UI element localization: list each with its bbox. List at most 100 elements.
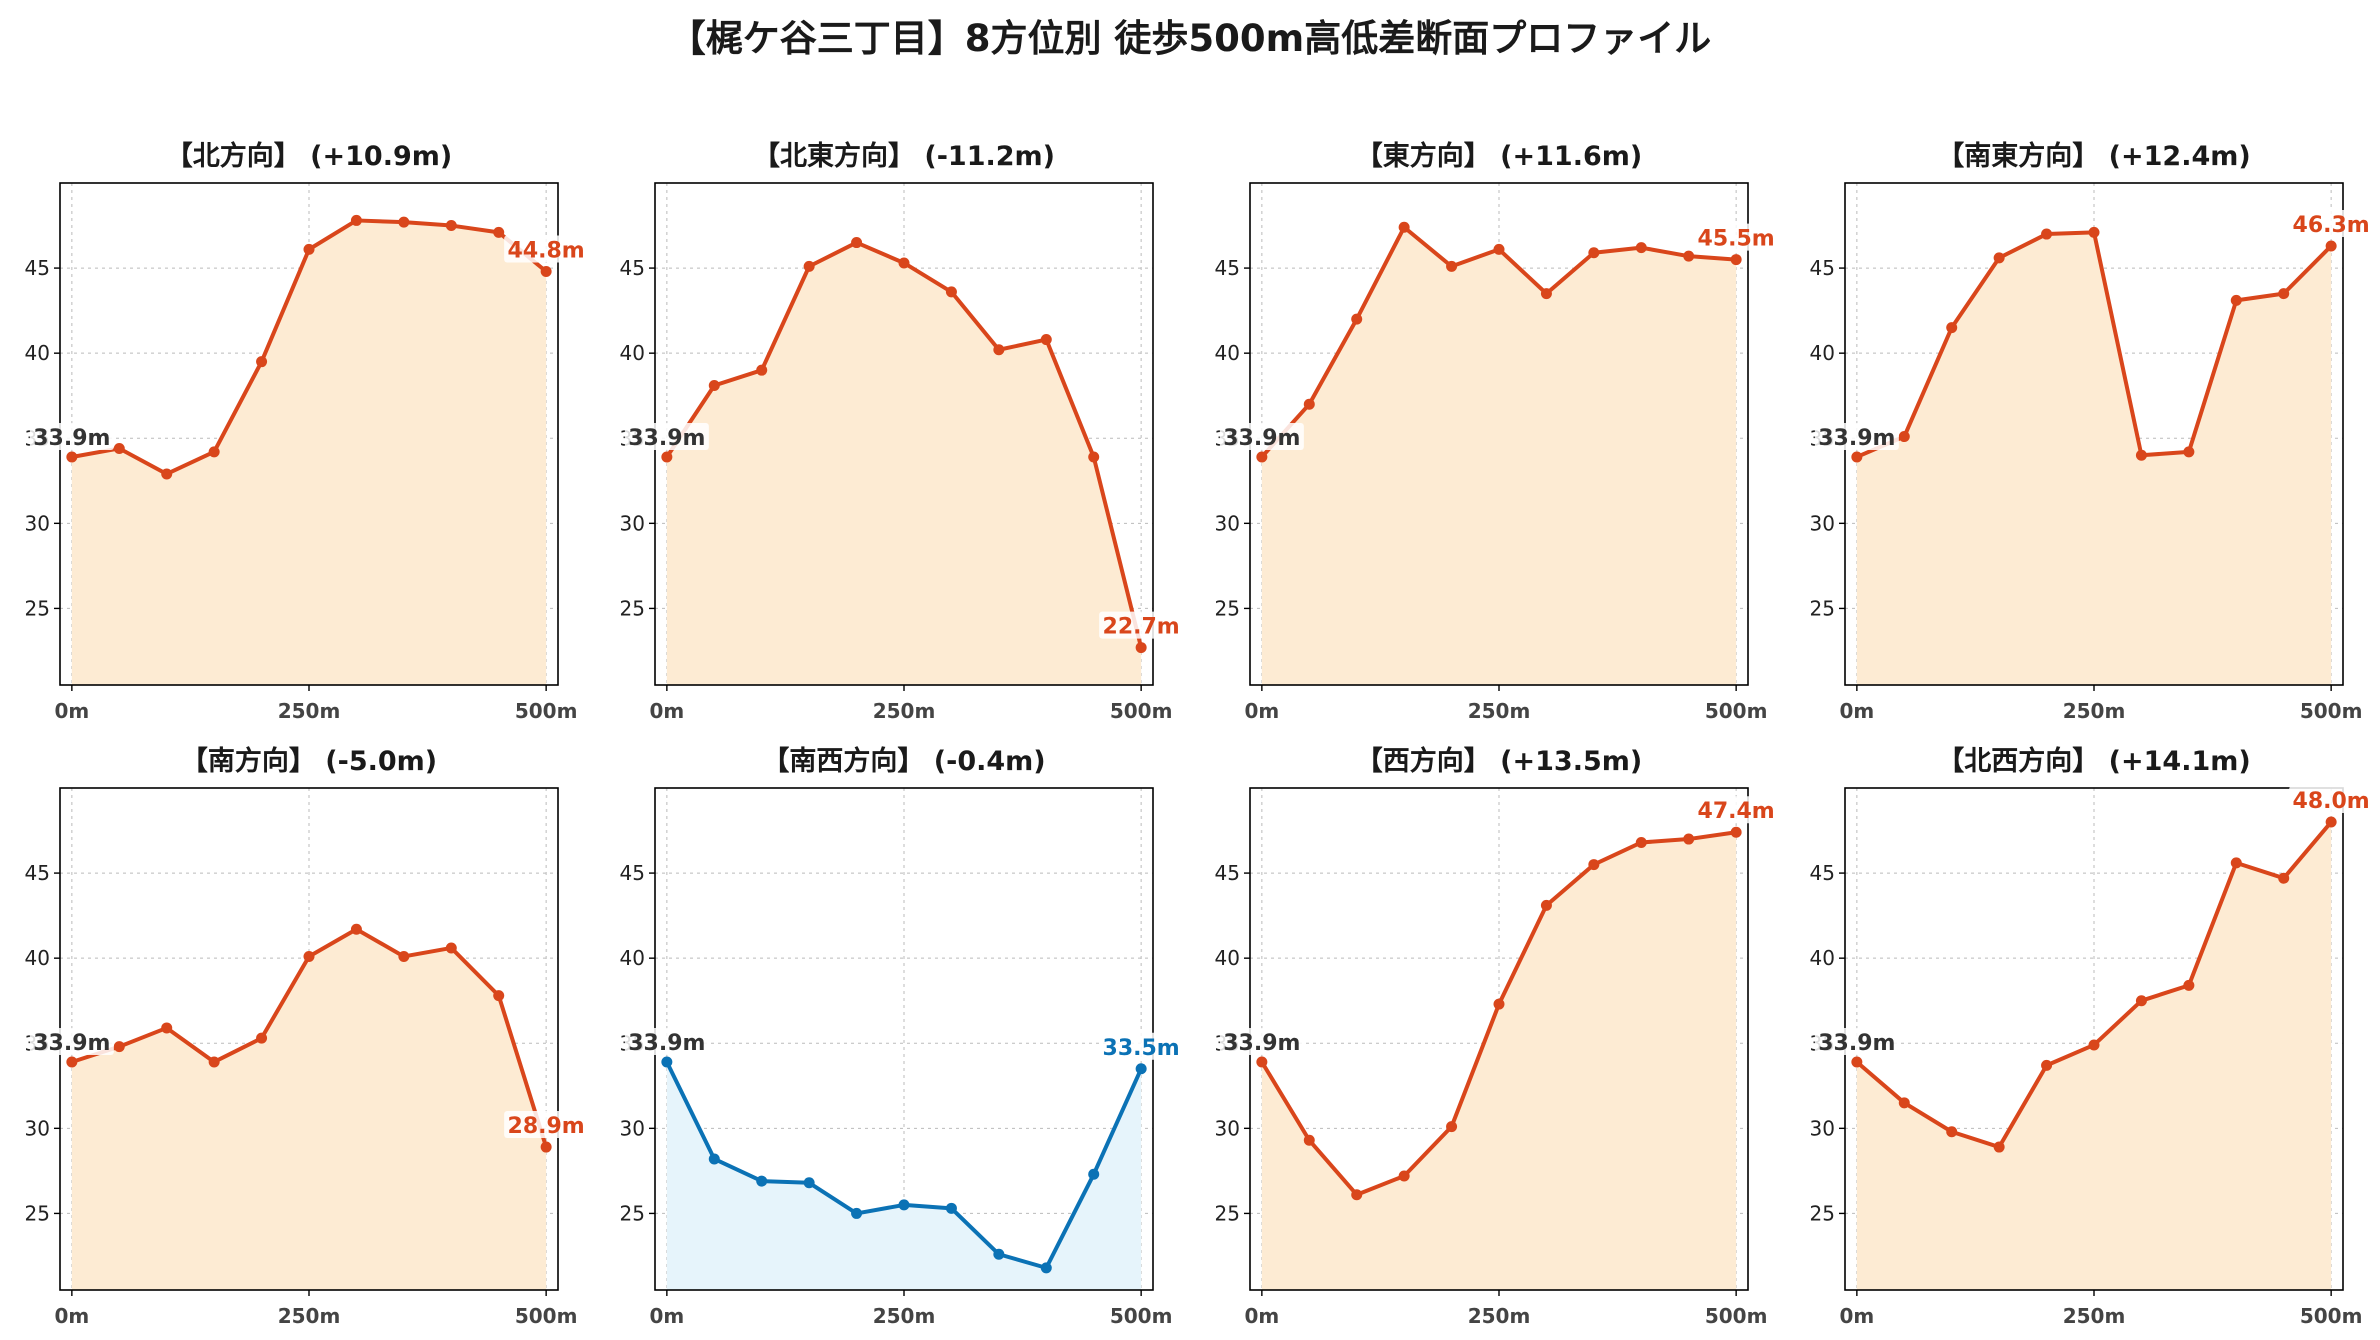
start-value-label: 33.9m	[1223, 426, 1300, 451]
start-value-label: 33.9m	[628, 426, 705, 451]
data-point	[1446, 1121, 1458, 1133]
data-point	[2325, 816, 2337, 828]
x-tick-label: 500m	[2300, 1304, 2363, 1328]
data-point	[303, 950, 315, 962]
area-fill	[666, 242, 1142, 685]
y-tick-label: 40	[620, 341, 645, 365]
y-tick-label: 45	[25, 256, 50, 280]
y-tick-label: 45	[25, 861, 50, 885]
data-point	[898, 257, 910, 269]
panel-title: 【東方向】 (+11.6m)	[1356, 140, 1642, 172]
data-point	[1493, 998, 1505, 1010]
data-point	[350, 214, 362, 226]
start-value-label: 33.9m	[628, 1031, 705, 1056]
y-tick-label: 40	[1810, 946, 1835, 970]
data-point	[208, 1056, 220, 1068]
panel-title: 【北東方向】 (-11.2m)	[753, 140, 1055, 172]
data-point	[1135, 642, 1147, 654]
panel-title: 【北方向】 (+10.9m)	[166, 140, 452, 172]
y-tick-label: 40	[25, 341, 50, 365]
x-tick-label: 0m	[1839, 1304, 1874, 1328]
chart-panel-4: 【南方向】 (-5.0m)25303540450m250m500m33.9m28…	[25, 745, 589, 1328]
x-tick-label: 0m	[54, 699, 89, 723]
chart-panel-3: 【南東方向】 (+12.4m)25303540450m250m500m33.9m…	[1810, 140, 2374, 723]
data-point	[445, 220, 457, 232]
x-tick-label: 250m	[2063, 699, 2126, 723]
y-tick-label: 40	[620, 946, 645, 970]
chart-panel-5: 【南西方向】 (-0.4m)25303540450m250m500m33.9m3…	[620, 745, 1184, 1328]
data-point	[803, 260, 815, 272]
area-fill	[1261, 832, 1737, 1290]
data-point	[1256, 1056, 1268, 1068]
y-tick-label: 45	[1810, 861, 1835, 885]
data-point	[66, 451, 78, 463]
chart-panel-7: 【北西方向】 (+14.1m)25303540450m250m500m33.9m…	[1810, 745, 2374, 1328]
chart-panel-0: 【北方向】 (+10.9m)25303540450m250m500m33.9m4…	[25, 140, 589, 723]
data-point	[1898, 431, 1910, 443]
y-tick-label: 45	[1810, 256, 1835, 280]
end-value-label: 44.8m	[508, 238, 585, 263]
y-tick-label: 30	[1810, 1116, 1835, 1140]
data-point	[1540, 288, 1552, 300]
data-point	[540, 1141, 552, 1153]
data-point	[1398, 221, 1410, 233]
y-tick-label: 30	[25, 1116, 50, 1140]
area-fill	[71, 929, 547, 1290]
start-label-bg	[1814, 422, 1899, 450]
y-tick-label: 45	[620, 861, 645, 885]
data-point	[803, 1177, 815, 1189]
data-point	[2230, 294, 2242, 306]
data-point	[661, 1056, 673, 1068]
data-point	[1088, 1168, 1100, 1180]
end-label-bg	[504, 235, 589, 263]
data-point	[1993, 252, 2005, 264]
start-value-label: 33.9m	[1223, 1031, 1300, 1056]
y-tick-label: 45	[620, 256, 645, 280]
data-point	[1993, 1141, 2005, 1153]
panel-title: 【北西方向】 (+14.1m)	[1937, 745, 2250, 777]
data-point	[66, 1056, 78, 1068]
end-label-bg	[2289, 786, 2374, 814]
data-point	[1303, 398, 1315, 410]
data-point	[945, 1202, 957, 1214]
figure-title: 【梶ケ谷三丁目】8方位別 徒歩500m高低差断面プロファイル	[668, 17, 1712, 60]
y-tick-label: 40	[25, 946, 50, 970]
y-tick-label: 30	[1215, 1116, 1240, 1140]
y-tick-label: 30	[620, 1116, 645, 1140]
data-point	[2183, 979, 2195, 991]
data-point	[1088, 451, 1100, 463]
x-tick-label: 0m	[1244, 1304, 1279, 1328]
data-point	[2230, 857, 2242, 869]
panel-title: 【南西方向】 (-0.4m)	[762, 745, 1045, 777]
area-fill	[71, 220, 547, 685]
data-point	[993, 344, 1005, 356]
x-tick-label: 500m	[1705, 1304, 1768, 1328]
data-point	[1351, 1189, 1363, 1201]
data-point	[1730, 826, 1742, 838]
data-point	[113, 442, 125, 454]
data-point	[1493, 243, 1505, 255]
x-tick-label: 250m	[1468, 1304, 1531, 1328]
data-point	[851, 1207, 863, 1219]
data-point	[2135, 995, 2147, 1007]
x-tick-label: 0m	[649, 1304, 684, 1328]
data-point	[256, 1032, 268, 1044]
data-point	[1635, 242, 1647, 254]
end-label-bg	[504, 1111, 589, 1139]
x-tick-label: 500m	[2300, 699, 2363, 723]
data-point	[851, 237, 863, 249]
data-point	[445, 942, 457, 954]
data-point	[350, 923, 362, 935]
start-label-bg	[624, 422, 709, 450]
y-tick-label: 30	[620, 511, 645, 535]
data-point	[1135, 1063, 1147, 1075]
data-point	[1446, 260, 1458, 272]
y-tick-label: 40	[1810, 341, 1835, 365]
data-point	[113, 1041, 125, 1053]
area-fill	[1856, 822, 2332, 1290]
start-value-label: 33.9m	[1818, 1031, 1895, 1056]
area-fill	[666, 1061, 1142, 1290]
data-point	[1730, 254, 1742, 266]
start-value-label: 33.9m	[33, 426, 110, 451]
